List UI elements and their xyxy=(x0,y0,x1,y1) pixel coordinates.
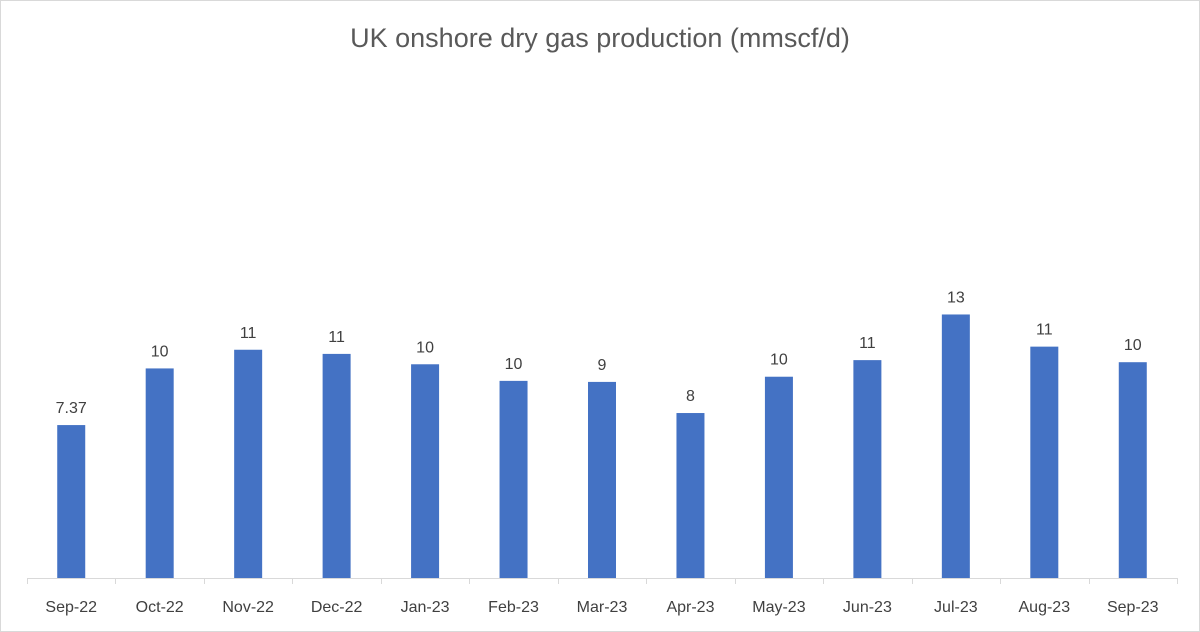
bar xyxy=(57,425,86,578)
x-tick-label: Apr-23 xyxy=(666,599,714,616)
bar xyxy=(1030,346,1059,578)
data-label: 9 xyxy=(598,357,607,374)
x-tick-label: May-23 xyxy=(752,599,805,616)
x-tick-label: Dec-22 xyxy=(311,599,363,616)
bar xyxy=(941,314,970,578)
data-label: 8 xyxy=(686,388,695,405)
bar xyxy=(676,413,705,578)
data-label: 10 xyxy=(416,339,434,356)
x-tick-label: Nov-22 xyxy=(222,599,274,616)
bar xyxy=(322,353,351,578)
x-tick-label: Jun-23 xyxy=(843,599,892,616)
data-label: 7.37 xyxy=(56,400,87,417)
data-label: 10 xyxy=(1124,337,1142,354)
data-label: 11 xyxy=(1036,322,1053,339)
bar xyxy=(145,368,174,578)
data-label: 13 xyxy=(947,289,965,306)
x-tick-label: Aug-23 xyxy=(1019,599,1071,616)
bar xyxy=(499,380,528,578)
x-tick-label: Feb-23 xyxy=(488,599,539,616)
bar xyxy=(1118,362,1147,578)
x-tick-label: Jul-23 xyxy=(934,599,978,616)
bar xyxy=(853,360,882,578)
x-tick-label: Mar-23 xyxy=(577,599,628,616)
chart-title: UK onshore dry gas production (mmscf/d) xyxy=(350,23,850,53)
data-label: 11 xyxy=(328,329,345,346)
bar xyxy=(411,364,440,578)
bar xyxy=(764,376,793,578)
data-label: 10 xyxy=(151,343,169,360)
data-label: 10 xyxy=(505,356,523,373)
x-tick-label: Jan-23 xyxy=(401,599,450,616)
bar xyxy=(588,381,616,578)
x-tick-label: Sep-22 xyxy=(45,599,97,616)
x-tick-label: Oct-22 xyxy=(136,599,184,616)
x-tick-label: Sep-23 xyxy=(1107,599,1159,616)
data-label: 11 xyxy=(859,335,876,352)
data-label: 10 xyxy=(770,352,788,369)
data-label: 11 xyxy=(240,325,257,342)
bar xyxy=(234,349,263,578)
